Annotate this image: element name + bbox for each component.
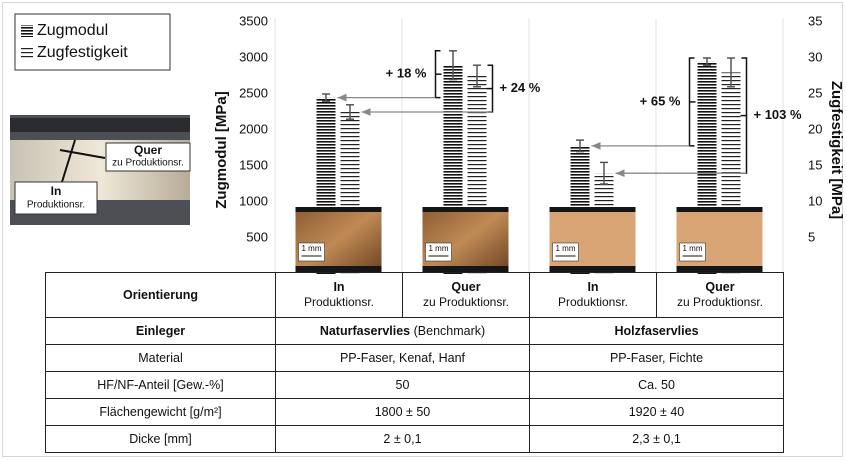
table-cell: 1920 ± 40 [530,399,784,426]
annotation: + 65 % [640,93,681,108]
orientation-sub: Produktionsr. [558,295,628,309]
annotation: + 103 % [754,107,803,122]
micrograph-edge [550,207,636,212]
y2-tick-label: 5 [808,229,815,244]
row-label: Material [46,345,276,372]
y2-tick-label: 10 [808,193,822,208]
inset-label: Quer [134,143,162,157]
scale-bar-label: 1 mm [683,244,703,253]
scale-bar-label: 1 mm [429,244,449,253]
y2-axis-title: Zugfestigkeit [MPa] [828,81,845,219]
y-tick-label: 500 [246,229,268,244]
orientation-sub: zu Produktionsr. [677,295,763,309]
orientation-sub: Produktionsr. [304,295,374,309]
inset-label: In [51,184,62,198]
annotation: + 24 % [500,80,541,95]
y2-tick-label: 20 [808,121,822,136]
micrograph [677,207,763,272]
material-cell: Naturfaservlies (Benchmark) [276,318,530,345]
micrograph-edge [423,207,509,212]
table-cell: Ca. 50 [530,372,784,399]
table-cell: PP-Faser, Kenaf, Hanf [276,345,530,372]
table-cell: 50 [276,372,530,399]
material-note: (Benchmark) [414,324,486,338]
y-tick-label: 1000 [239,193,268,208]
table-cell: 1800 ± 50 [276,399,530,426]
row-label: Orientierung [46,273,276,318]
y-tick-label: 3500 [239,13,268,28]
micrograph [296,207,382,272]
row-label: HF/NF-Anteil [Gew.-%] [46,372,276,399]
y2-tick-label: 30 [808,49,822,64]
y-tick-label: 3000 [239,49,268,64]
orientation-sub: zu Produktionsr. [423,295,509,309]
legend-label: Zugmodul [37,22,108,39]
inset-sublabel: zu Produktionsr. [112,158,184,169]
micrograph [423,207,509,272]
y2-tick-label: 25 [808,85,822,100]
orientation-main: Quer [451,280,480,294]
row-label: Einleger [46,318,276,345]
figure: Quer zu Produktionsr. In Produktionsr. Z… [0,0,847,461]
orientation-main: In [587,280,598,294]
y-tick-label: 2000 [239,121,268,136]
orientation-main: Quer [705,280,734,294]
micrograph-edge [677,207,763,212]
micrograph-edge [296,207,382,212]
y-tick-label: 2500 [239,85,268,100]
orientation-main: In [333,280,344,294]
row-label: Dicke [mm] [46,426,276,453]
material-name: Holzfaservlies [614,324,698,338]
table-cell: 2,3 ± 0,1 [530,426,784,453]
y2-tick-label: 15 [808,157,822,172]
table-cell: PP-Faser, Fichte [530,345,784,372]
y2-tick-label: 35 [808,13,822,28]
legend-swatch [21,25,33,37]
row-label: Flächengewicht [g/m²] [46,399,276,426]
y-tick-label: 1500 [239,157,268,172]
material-name: Naturfaservlies [320,324,410,338]
micrograph [550,207,636,272]
legend-swatch [21,47,33,59]
legend-label: Zugfestigkeit [37,44,128,61]
y-axis-title: Zugmodul [MPa] [213,91,230,208]
scale-bar-label: 1 mm [556,244,576,253]
inset-sublabel: Produktionsr. [27,200,85,211]
material-cell: Holzfaservlies [530,318,784,345]
annotation: + 18 % [386,66,427,81]
table-cell: 2 ± 0,1 [276,426,530,453]
scale-bar-label: 1 mm [302,244,322,253]
